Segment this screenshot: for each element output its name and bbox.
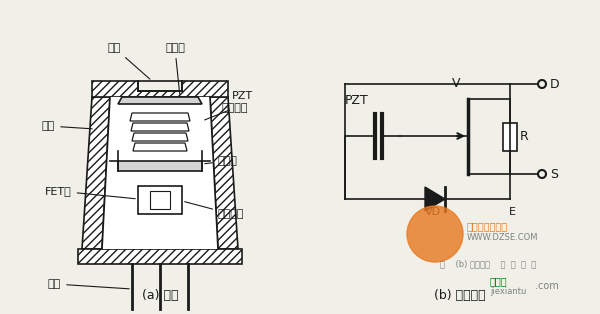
FancyBboxPatch shape: [138, 186, 182, 214]
Polygon shape: [133, 143, 187, 151]
Polygon shape: [132, 133, 188, 141]
Text: .com: .com: [535, 281, 559, 291]
Text: 接线图: 接线图: [490, 276, 508, 286]
FancyBboxPatch shape: [118, 161, 202, 171]
Text: VD: VD: [425, 207, 441, 217]
Polygon shape: [102, 97, 218, 249]
Text: 滤光片: 滤光片: [165, 43, 185, 94]
FancyBboxPatch shape: [503, 122, 517, 150]
Text: WWW.DZSE.COM: WWW.DZSE.COM: [467, 234, 539, 242]
Polygon shape: [82, 97, 110, 249]
Text: D: D: [550, 78, 560, 90]
Polygon shape: [425, 187, 445, 211]
Polygon shape: [78, 249, 242, 264]
Text: 维库电子市场网: 维库电子市场网: [467, 221, 508, 231]
Polygon shape: [131, 123, 189, 131]
Text: PZT: PZT: [345, 94, 369, 107]
Text: (a) 结构: (a) 结构: [142, 289, 178, 302]
Text: 窗口: 窗口: [108, 43, 150, 79]
Text: 全    (b) 内部电路    采  购  网  站: 全 (b) 内部电路 采 购 网 站: [440, 259, 536, 268]
Polygon shape: [118, 97, 202, 104]
Text: (b) 内部电路: (b) 内部电路: [434, 289, 486, 302]
Text: jiexiantu: jiexiantu: [490, 287, 526, 296]
Text: 电路元件: 电路元件: [185, 202, 245, 219]
Text: 引脚: 引脚: [48, 279, 129, 289]
Circle shape: [407, 206, 463, 262]
Text: PZT: PZT: [232, 91, 253, 101]
Text: E: E: [509, 207, 515, 217]
Text: R: R: [520, 130, 529, 143]
Polygon shape: [92, 81, 228, 97]
Text: V: V: [452, 77, 461, 90]
Text: FET管: FET管: [45, 186, 135, 199]
Text: 外壳: 外壳: [42, 121, 92, 131]
Polygon shape: [130, 113, 190, 121]
Text: S: S: [550, 167, 558, 181]
Polygon shape: [210, 97, 238, 249]
Text: 支承环: 支承环: [205, 156, 238, 166]
Text: 热电元件: 热电元件: [222, 103, 248, 113]
